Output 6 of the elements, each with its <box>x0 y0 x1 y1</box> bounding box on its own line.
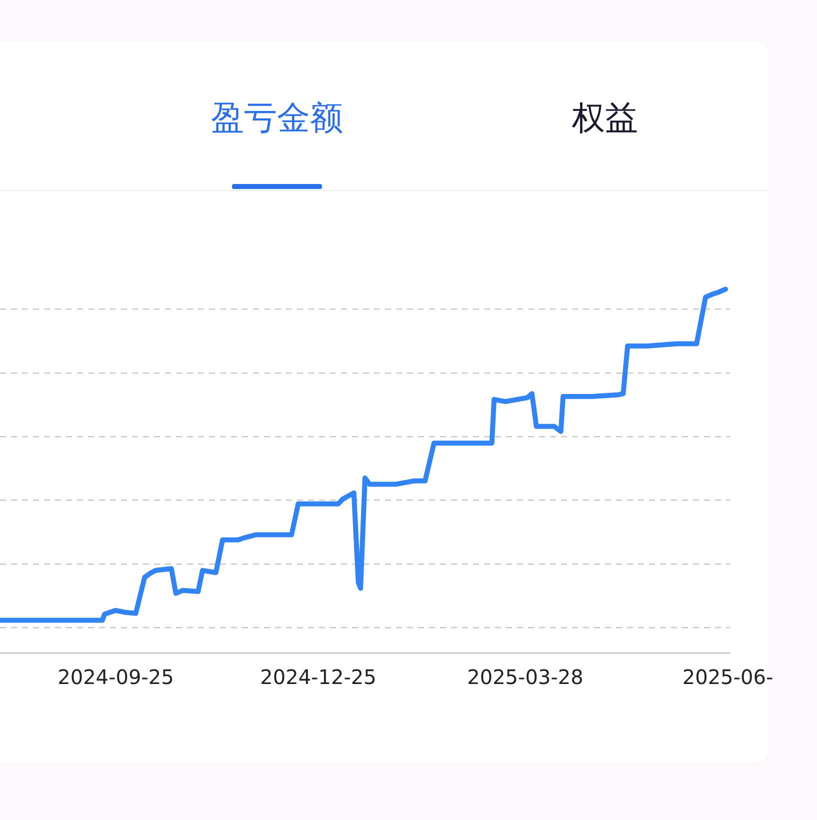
x-tick-label: 2024-12-25 <box>260 665 376 690</box>
x-tick-label: 2025-03-28 <box>467 665 584 690</box>
x-tick-label: 2024-09-25 <box>58 665 174 690</box>
text: 权益 <box>572 97 638 139</box>
x-tick-label: 2025-06- <box>682 665 774 690</box>
chart-title: 盈亏金额 <box>211 97 343 139</box>
